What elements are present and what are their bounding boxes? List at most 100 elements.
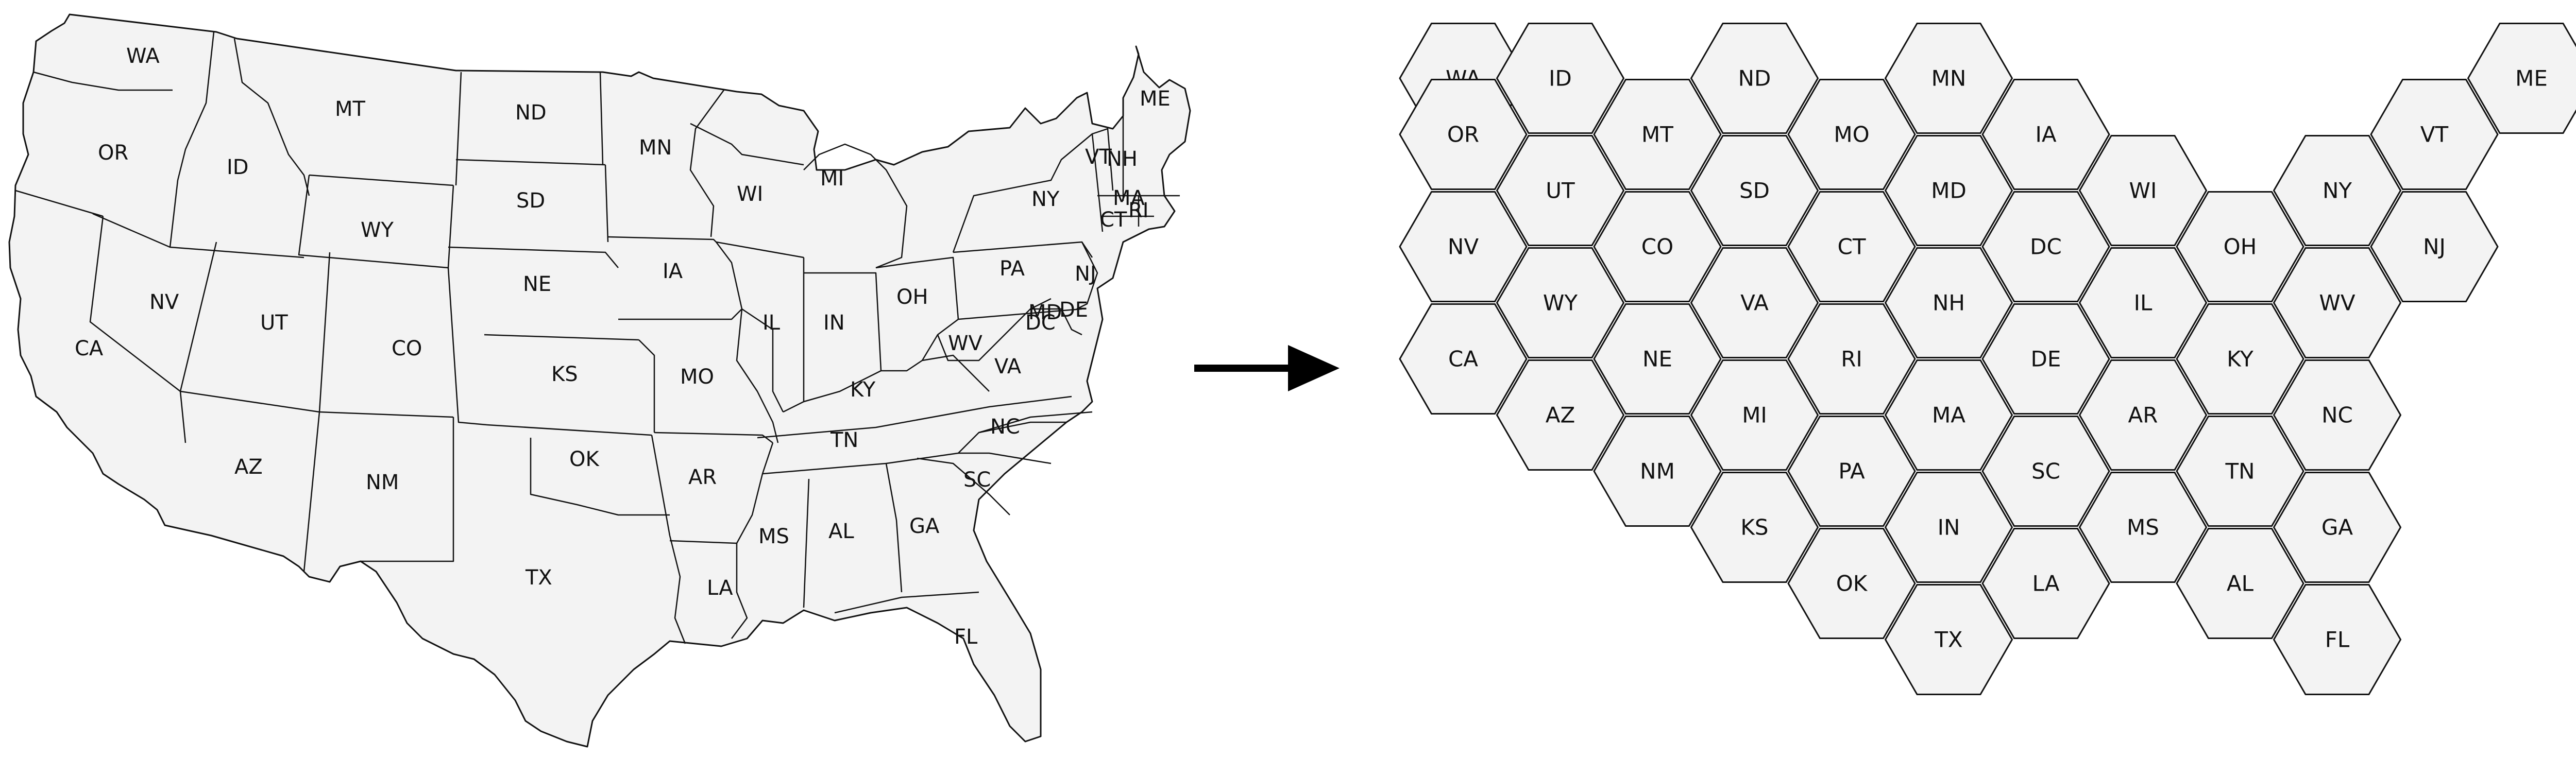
hex-shape <box>2176 528 2304 639</box>
hex-tile-ri: RI <box>1787 303 1916 415</box>
hex-tile-wi: WI <box>2079 135 2207 246</box>
state-label-nv: NV <box>149 290 179 314</box>
state-label-vt: VT <box>1085 145 1112 169</box>
hex-shape <box>1787 79 1916 190</box>
hex-shape <box>1690 359 1819 471</box>
hex-tile-ut: UT <box>1496 135 1624 246</box>
hex-tile-il: IL <box>2079 247 2207 358</box>
hex-shape <box>1787 303 1916 415</box>
hex-shape <box>1496 359 1624 471</box>
hex-shape <box>2079 359 2207 471</box>
hex-tile-ny: NY <box>2273 135 2401 246</box>
hex-label: VA <box>1740 290 1769 316</box>
hex-label: ND <box>1738 66 1771 91</box>
hex-shape <box>2370 191 2499 302</box>
hex-shape <box>2176 191 2304 302</box>
hex-shape <box>1885 584 2013 695</box>
hex-label: MI <box>1742 403 1767 428</box>
hex-label: NY <box>2323 178 2352 203</box>
hex-shape <box>2273 247 2401 358</box>
hex-tile-nd: ND <box>1690 23 1819 134</box>
state-label-wv: WV <box>948 332 983 355</box>
hex-label: MN <box>1931 66 1967 91</box>
hex-shape <box>1690 23 1819 134</box>
hex-tile-wv: WV <box>2273 247 2401 358</box>
hex-tile-nv: NV <box>1399 191 1528 302</box>
hex-label: WY <box>1543 290 1578 316</box>
state-label-ma: MA <box>1113 186 1145 210</box>
hex-shape <box>1496 135 1624 246</box>
hex-tile-ky: KY <box>2176 303 2304 415</box>
hex-tile-la: LA <box>1981 528 2110 639</box>
state-label-co: CO <box>392 337 422 360</box>
hex-label: MO <box>1834 122 1869 147</box>
hex-label: NV <box>1448 234 1479 260</box>
hex-label: AZ <box>1546 403 1575 428</box>
hex-label: MA <box>1932 403 1965 428</box>
hex-label: KS <box>1740 515 1768 540</box>
hex-shape <box>1496 247 1624 358</box>
hex-label: WV <box>2319 290 2355 316</box>
hex-tile-vt: VT <box>2370 79 2499 190</box>
hex-shape <box>2273 135 2401 246</box>
state-label-az: AZ <box>234 455 263 479</box>
hex-label: WI <box>2129 178 2157 203</box>
state-label-or: OR <box>98 141 128 165</box>
hex-tile-pa: PA <box>1787 416 1916 527</box>
state-label-mt: MT <box>335 97 366 121</box>
hex-shape <box>1885 135 2013 246</box>
hex-shape <box>1981 416 2110 527</box>
hex-shape <box>1885 359 2013 471</box>
hex-tile-wy: WY <box>1496 247 1624 358</box>
state-label-mi: MI <box>820 167 844 191</box>
state-label-ga: GA <box>909 514 940 538</box>
state-label-mn: MN <box>639 136 672 160</box>
hex-label: CO <box>1641 234 1673 260</box>
hex-tile-ar: AR <box>2079 359 2207 471</box>
hex-tile-co: CO <box>1593 191 1722 302</box>
state-label-ks: KS <box>551 363 578 386</box>
hex-label: DE <box>2031 347 2061 372</box>
state-label-in: IN <box>823 311 845 335</box>
hex-label: IN <box>1938 515 1960 540</box>
hex-label: MD <box>1931 178 1967 203</box>
hex-shape <box>1399 79 1528 190</box>
hex-label: OR <box>1447 122 1479 147</box>
state-label-al: AL <box>828 520 854 543</box>
hex-shape <box>1593 191 1722 302</box>
hex-tile-nm: NM <box>1593 416 1722 527</box>
hex-label: MS <box>2127 515 2159 540</box>
hex-tile-me: ME <box>2467 23 2576 134</box>
hex-shape <box>1496 23 1624 134</box>
hex-label: TN <box>2225 459 2255 484</box>
hex-shape <box>2079 472 2207 583</box>
hex-shape <box>1885 472 2013 583</box>
hex-label: KY <box>2227 347 2253 372</box>
hex-tile-fl: FL <box>2273 584 2401 695</box>
state-label-tx: TX <box>525 566 552 590</box>
hex-label: NM <box>1640 459 1675 484</box>
hex-shape <box>1593 79 1722 190</box>
state-label-wi: WI <box>737 182 763 206</box>
hex-label: VT <box>2420 122 2449 147</box>
hex-label: ID <box>1549 66 1572 91</box>
hex-label: GA <box>2321 515 2353 540</box>
state-label-md: MD <box>1028 301 1062 324</box>
hex-label: NJ <box>2423 234 2446 260</box>
state-label-sc: SC <box>963 468 991 492</box>
hex-tile-dc: DC <box>1981 191 2110 302</box>
hex-label: OK <box>1836 571 1868 596</box>
hex-tile-sc: SC <box>1981 416 2110 527</box>
hex-tile-oh: OH <box>2176 191 2304 302</box>
state-label-va: VA <box>994 355 1022 378</box>
hex-tile-tx: TX <box>1885 584 2013 695</box>
state-label-ne: NE <box>523 272 551 296</box>
hex-tile-ct: CT <box>1787 191 1916 302</box>
state-label-tn: TN <box>830 428 858 452</box>
hex-label: NC <box>2321 403 2353 428</box>
hex-shape <box>2176 416 2304 527</box>
state-label-mo: MO <box>680 365 714 389</box>
us-geographic-map: WA OR CA ID NV MT WY UT AZ CO NM ND SD N… <box>8 13 1191 748</box>
